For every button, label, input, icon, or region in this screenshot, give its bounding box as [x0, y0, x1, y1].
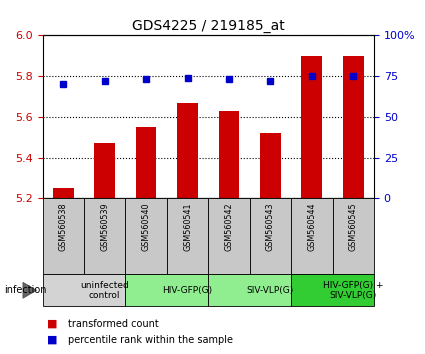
Polygon shape — [23, 282, 37, 298]
Text: infection: infection — [4, 285, 47, 295]
Text: GSM560540: GSM560540 — [142, 202, 150, 251]
Bar — [291, 274, 374, 306]
Bar — [53, 188, 74, 198]
Bar — [301, 56, 322, 198]
Bar — [84, 198, 125, 274]
Text: GSM560541: GSM560541 — [183, 202, 192, 251]
Text: HIV-GFP(G) +
SIV-VLP(G): HIV-GFP(G) + SIV-VLP(G) — [323, 281, 383, 300]
Bar — [125, 274, 208, 306]
Bar — [260, 133, 281, 198]
Bar — [125, 198, 167, 274]
Text: SIV-VLP(G): SIV-VLP(G) — [247, 286, 294, 295]
Text: transformed count: transformed count — [68, 319, 159, 329]
Bar — [167, 198, 208, 274]
Text: GSM560542: GSM560542 — [224, 202, 233, 251]
Bar — [332, 198, 374, 274]
Text: GSM560539: GSM560539 — [100, 202, 109, 251]
Text: HIV-GFP(G): HIV-GFP(G) — [162, 286, 212, 295]
Bar — [136, 127, 156, 198]
Bar — [208, 198, 249, 274]
Bar — [177, 103, 198, 198]
Text: ■: ■ — [47, 335, 57, 345]
Bar — [218, 111, 239, 198]
Text: GSM560545: GSM560545 — [349, 202, 358, 251]
Bar — [94, 143, 115, 198]
Bar — [291, 198, 332, 274]
Text: uninfected
control: uninfected control — [80, 281, 129, 300]
Bar — [42, 198, 84, 274]
Bar — [42, 274, 125, 306]
Title: GDS4225 / 219185_at: GDS4225 / 219185_at — [132, 19, 285, 33]
Bar — [343, 56, 364, 198]
Text: GSM560543: GSM560543 — [266, 202, 275, 251]
Text: percentile rank within the sample: percentile rank within the sample — [68, 335, 233, 345]
Text: GSM560538: GSM560538 — [59, 202, 68, 251]
Bar — [208, 274, 291, 306]
Text: GSM560544: GSM560544 — [307, 202, 316, 251]
Text: ■: ■ — [47, 319, 57, 329]
Bar — [249, 198, 291, 274]
